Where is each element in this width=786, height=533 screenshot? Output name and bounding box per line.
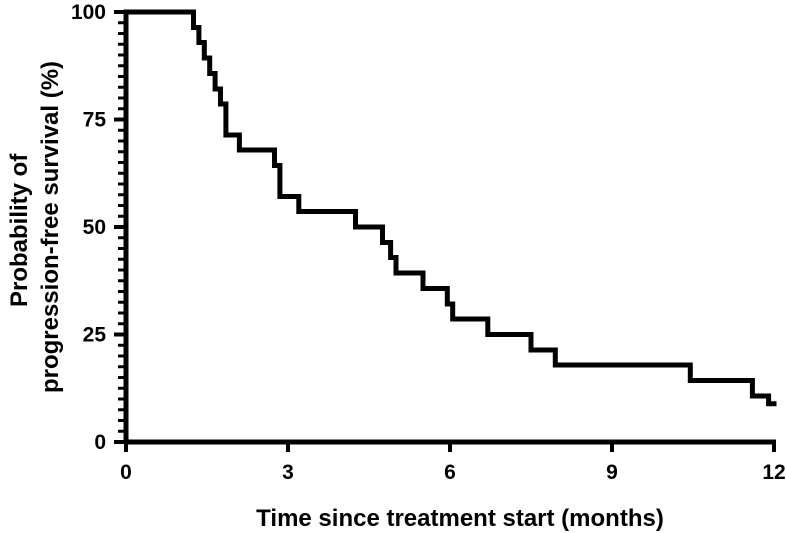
x-tick-label: 12 [762, 461, 785, 484]
x-tick-label: 3 [282, 461, 294, 484]
y-ticks: 0 25 50 75 100 [71, 1, 126, 454]
x-ticks: 0 3 6 9 12 [120, 442, 786, 484]
y-tick-label: 50 [83, 216, 106, 239]
y-tick-label: 0 [94, 431, 106, 454]
x-tick-label: 9 [606, 461, 618, 484]
x-axis-title: Time since treatment start (months) [256, 505, 664, 532]
x-tick-label: 6 [444, 461, 456, 484]
y-tick-label: 25 [83, 324, 107, 347]
survival-step-line [123, 9, 777, 407]
y-axis-title-line-1: Probability of [6, 153, 33, 307]
y-tick-label: 100 [71, 1, 106, 24]
y-axis-title-line-2: progression-free survival (%) [37, 61, 64, 393]
x-tick-label: 0 [120, 461, 132, 484]
y-tick-label: 75 [83, 109, 107, 132]
y-axis-title: Probability of progression-free survival… [6, 61, 64, 393]
